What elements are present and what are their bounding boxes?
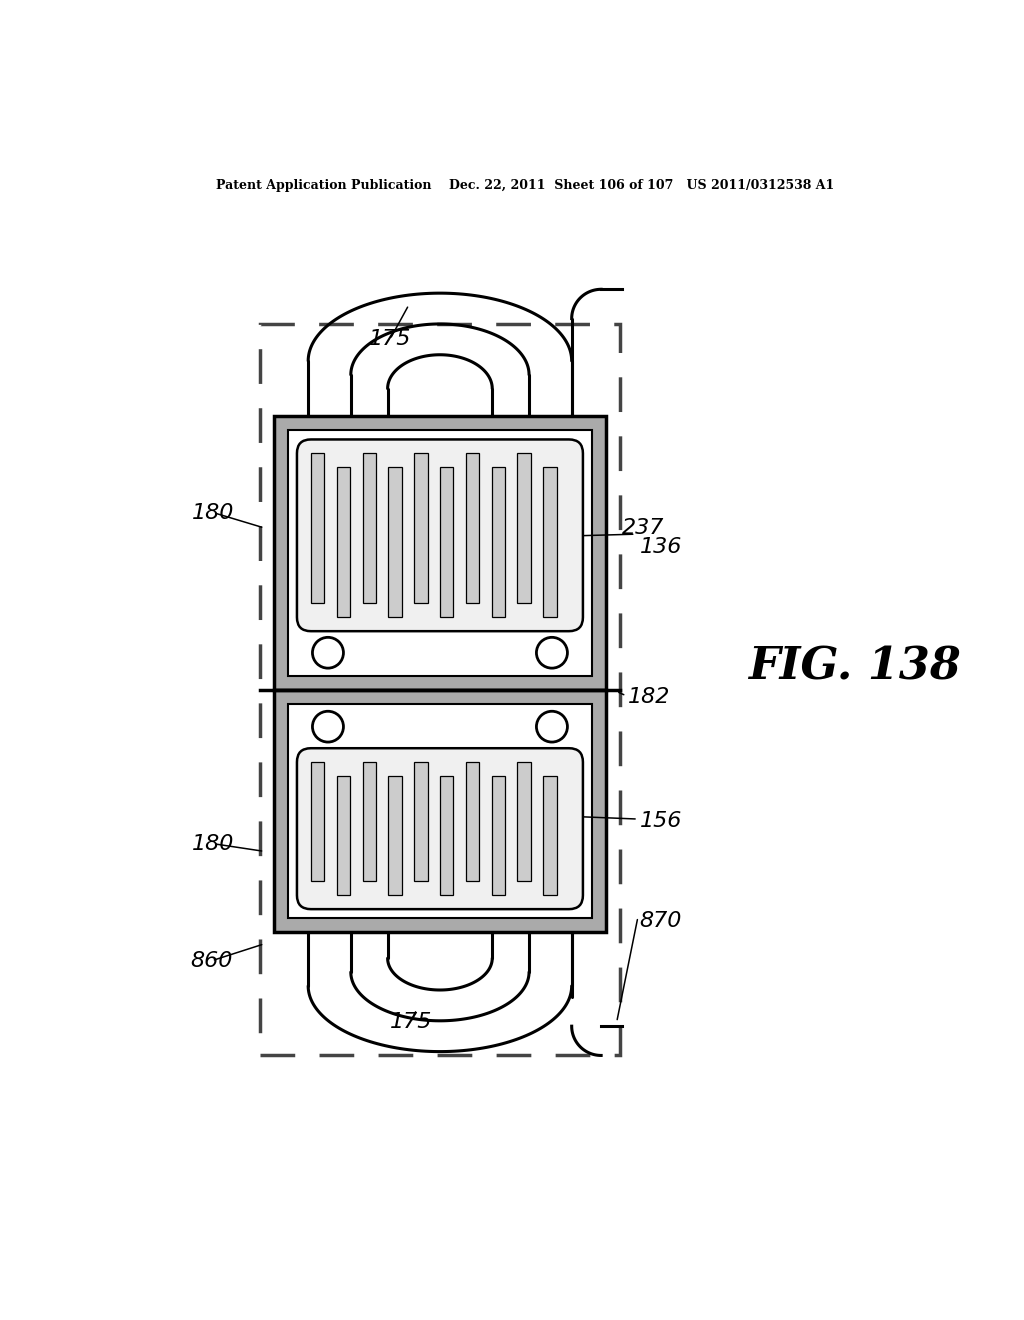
FancyBboxPatch shape (297, 748, 583, 909)
Bar (311, 453, 325, 603)
Bar (388, 776, 401, 895)
Bar (260, 323, 621, 1056)
Bar (543, 467, 557, 618)
Circle shape (312, 711, 343, 742)
Bar (414, 453, 428, 603)
Bar (337, 776, 350, 895)
Text: 156: 156 (640, 810, 682, 830)
Bar (273, 689, 606, 932)
Bar (440, 467, 454, 618)
Bar (273, 416, 606, 689)
Text: 180: 180 (193, 834, 234, 854)
Bar (388, 467, 401, 618)
Text: Patent Application Publication    Dec. 22, 2011  Sheet 106 of 107   US 2011/0312: Patent Application Publication Dec. 22, … (216, 178, 834, 191)
Circle shape (312, 638, 343, 668)
Bar (440, 776, 454, 895)
Text: FIG. 138: FIG. 138 (748, 645, 961, 688)
Bar (288, 704, 592, 919)
Text: 175: 175 (390, 1012, 432, 1032)
Text: 182: 182 (628, 688, 671, 708)
Bar (466, 762, 479, 882)
Text: 180: 180 (193, 503, 234, 523)
Bar (492, 776, 505, 895)
Text: 237: 237 (622, 517, 664, 539)
Bar (517, 762, 530, 882)
Circle shape (537, 638, 567, 668)
Bar (543, 776, 557, 895)
Text: 175: 175 (369, 330, 412, 350)
Bar (311, 762, 325, 882)
Text: 870: 870 (640, 911, 682, 931)
Text: 136: 136 (640, 537, 682, 557)
Text: 860: 860 (190, 950, 232, 970)
Bar (466, 453, 479, 603)
Bar (492, 467, 505, 618)
Bar (517, 453, 530, 603)
Circle shape (537, 711, 567, 742)
FancyBboxPatch shape (297, 440, 583, 631)
Bar (288, 430, 592, 676)
Bar (362, 453, 376, 603)
Bar (362, 762, 376, 882)
Bar (414, 762, 428, 882)
Bar (337, 467, 350, 618)
